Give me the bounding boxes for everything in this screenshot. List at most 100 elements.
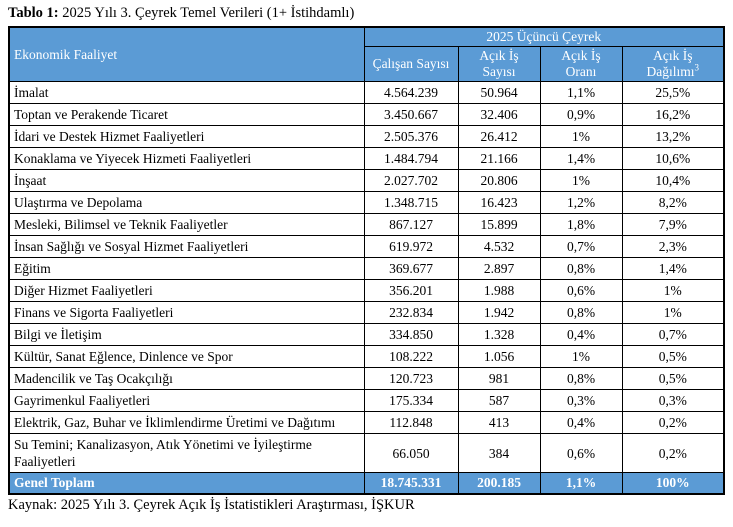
row-label-cell: Toptan ve Perakende Ticaret [8,103,365,126]
row-value-cell: 2.505.376 [363,125,459,148]
table-row: Ulaştırma ve Depolama 1.348.715 16.423 1… [8,191,725,214]
table-row: Finans ve Sigorta Faaliyetleri 232.834 1… [8,301,725,324]
total-value-cell: 200.185 [457,472,541,495]
col-header-acik-is-dagilimi: Açık İş Dağılımı3 [621,46,725,82]
row-value-cell: 26.412 [457,125,541,148]
row-value-cell: 15.899 [457,213,541,236]
row-value-cell: 334.850 [363,323,459,346]
col-header-acik-is-sayisi: Açık İş Sayısı [457,46,541,82]
row-value-cell: 619.972 [363,235,459,258]
row-label-cell: Madencilik ve Taş Ocakçılığı [8,367,365,390]
row-value-cell: 2.027.702 [363,169,459,192]
row-value-cell: 2,3% [621,235,725,258]
col-header-ekonomik-faaliyet: Ekonomik Faaliyet [8,26,365,82]
column-header-row: Çalışan Sayısı Açık İş Sayısı Açık İş Oran… [9,46,725,82]
row-label-cell: Ulaştırma ve Depolama [8,191,365,214]
row-value-cell: 0,3% [539,389,623,412]
table-header: Ekonomik Faaliyet 2025 Üçüncü Çeyrek Çal… [8,26,725,82]
row-value-cell: 1,2% [539,191,623,214]
table-row: Kültür, Sanat Eğlence, Dinlence ve Spor … [8,345,725,368]
row-label-cell: Gayrimenkul Faaliyetleri [8,389,365,412]
row-value-cell: 981 [457,367,541,390]
row-value-cell: 10,6% [621,147,725,170]
document-page: Tablo 1: 2025 Yılı 3. Çeyrek Temel Veril… [8,3,726,513]
table-row: Su Temini; Kanalizasyon, Atık Yönetimi v… [8,433,725,473]
row-value-cell: 8,2% [621,191,725,214]
row-value-cell: 356.201 [363,279,459,302]
row-label-cell: Konaklama ve Yiyecek Hizmeti Faaliyetler… [8,147,365,170]
row-label-cell: Kültür, Sanat Eğlence, Dinlence ve Spor [8,345,365,368]
row-value-cell: 384 [457,433,541,473]
row-value-cell: 369.677 [363,257,459,280]
table-row: Diğer Hizmet Faaliyetleri 356.201 1.988 … [8,279,725,302]
table-row: İnşaat 2.027.702 20.806 1% 10,4% [8,169,725,192]
row-label-cell: İdari ve Destek Hizmet Faaliyetleri [8,125,365,148]
row-value-cell: 120.723 [363,367,459,390]
statistics-table: Ekonomik Faaliyet 2025 Üçüncü Çeyrek Çal… [8,26,726,495]
row-value-cell: 0,6% [539,433,623,473]
row-label-cell: İnsan Sağlığı ve Sosyal Hizmet Faaliyetl… [8,235,365,258]
row-value-cell: 10,4% [621,169,725,192]
row-value-cell: 1.348.715 [363,191,459,214]
row-value-cell: 32.406 [457,103,541,126]
total-value-cell: 100% [621,472,725,495]
row-value-cell: 1,4% [539,147,623,170]
row-value-cell: 16,2% [621,103,725,126]
row-value-cell: 413 [457,411,541,434]
row-value-cell: 1,4% [621,257,725,280]
row-value-cell: 232.834 [363,301,459,324]
group-header-cell: 2025 Üçüncü Çeyrek [363,26,725,47]
source-caption: Kaynak: 2025 Yılı 3. Çeyrek Açık İş İsta… [8,497,415,513]
table-row: İdari ve Destek Hizmet Faaliyetleri 2.50… [8,125,725,148]
row-label-cell: İmalat [8,81,365,104]
table-title-prefix: Tablo 1: [8,5,59,21]
row-value-cell: 0,5% [621,367,725,390]
row-value-cell: 0,2% [621,411,725,434]
total-label-cell: Genel Toplam [8,472,365,495]
row-value-cell: 1.988 [457,279,541,302]
table-row: İmalat 4.564.239 50.964 1,1% 25,5% [8,81,725,104]
row-value-cell: 0,3% [621,389,725,412]
row-value-cell: 3.450.667 [363,103,459,126]
table-row: Gayrimenkul Faaliyetleri 175.334 587 0,3… [8,389,725,412]
row-label-cell: Eğitim [8,257,365,280]
row-value-cell: 1,1% [539,81,623,104]
row-value-cell: 108.222 [363,345,459,368]
row-value-cell: 1% [539,169,623,192]
row-value-cell: 0,8% [539,367,623,390]
table-row: Eğitim 369.677 2.897 0,8% 1,4% [8,257,725,280]
row-value-cell: 587 [457,389,541,412]
row-label-cell: Su Temini; Kanalizasyon, Atık Yönetimi v… [8,433,365,473]
row-value-cell: 16.423 [457,191,541,214]
row-value-cell: 7,9% [621,213,725,236]
row-value-cell: 1,8% [539,213,623,236]
row-value-cell: 4.532 [457,235,541,258]
table-title: Tablo 1: 2025 Yılı 3. Çeyrek Temel Veril… [8,3,725,23]
row-label-cell: İnşaat [8,169,365,192]
row-value-cell: 0,7% [621,323,725,346]
table-row: Toptan ve Perakende Ticaret 3.450.667 32… [8,103,725,126]
row-value-cell: 112.848 [363,411,459,434]
row-value-cell: 25,5% [621,81,725,104]
col-header-calisan-sayisi: Çalışan Sayısı [363,46,459,82]
total-value-cell: 18.745.331 [363,472,459,495]
table-row: Mesleki, Bilimsel ve Teknik Faaliyetler … [8,213,725,236]
row-value-cell: 1.942 [457,301,541,324]
dagilimi-footnote-superscript: 3 [694,62,700,73]
table-body: İmalat 4.564.239 50.964 1,1% 25,5% Topta… [8,81,725,473]
table-footer: Genel Toplam 18.745.331 200.185 1,1% 100… [8,472,725,495]
table-row: Bilgi ve İletişim 334.850 1.328 0,4% 0,7… [8,323,725,346]
row-value-cell: 1.484.794 [363,147,459,170]
row-value-cell: 0,2% [621,433,725,473]
row-value-cell: 1% [621,279,725,302]
table-title-text: 2025 Yılı 3. Çeyrek Temel Verileri (1+ İ… [58,5,355,21]
group-header-row: Ekonomik Faaliyet 2025 Üçüncü Çeyrek [8,26,725,82]
row-label-cell: Elektrik, Gaz, Buhar ve İklimlendirme Ür… [8,411,365,434]
row-label-cell: Bilgi ve İletişim [8,323,365,346]
total-value-cell: 1,1% [539,472,623,495]
row-label-cell: Finans ve Sigorta Faaliyetleri [8,301,365,324]
row-value-cell: 0,8% [539,301,623,324]
total-row: Genel Toplam 18.745.331 200.185 1,1% 100… [8,472,725,495]
table-row: Elektrik, Gaz, Buhar ve İklimlendirme Ür… [8,411,725,434]
row-value-cell: 1.328 [457,323,541,346]
